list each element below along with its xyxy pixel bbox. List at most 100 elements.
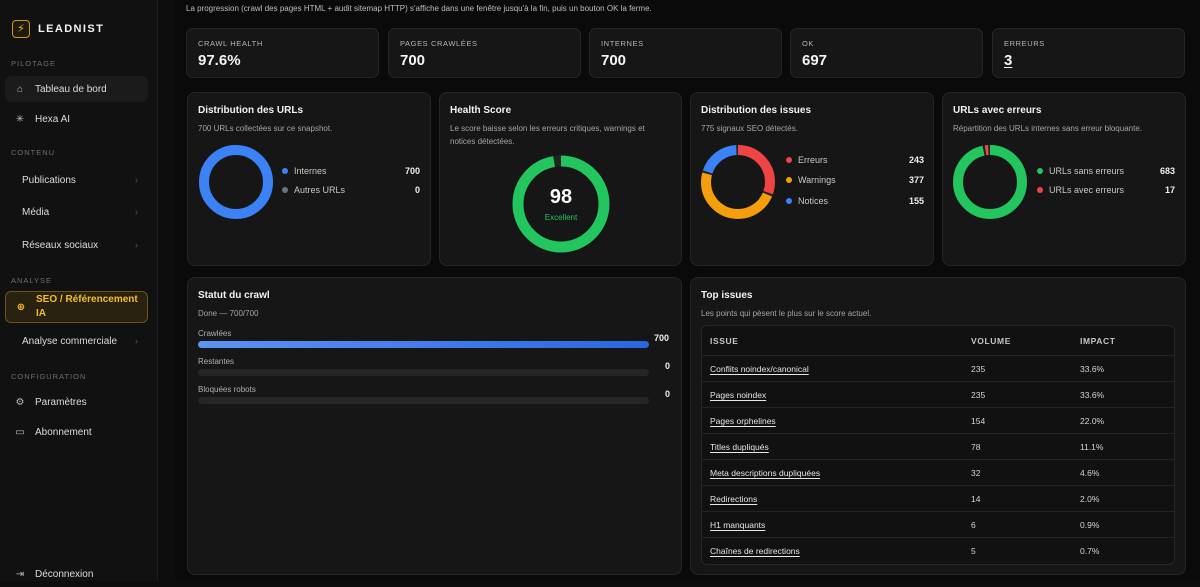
bolt-icon: ⚡ — [12, 20, 30, 38]
sidebar-item-label: Hexa AI — [35, 113, 71, 125]
card-url-distribution: Distribution des URLs 700 URLs collectée… — [187, 92, 431, 266]
legend-dot — [282, 168, 288, 174]
stat-crawl-health: CRAWL HEALTH 97.6% — [186, 28, 379, 78]
volume-cell: 235 — [971, 389, 986, 400]
bar-label-crawlees: Crawlées — [198, 329, 232, 338]
bar-value: 700 — [654, 333, 670, 343]
app-name: LEADNIST — [38, 23, 105, 35]
top-issues-table: ISSUE VOLUME IMPACT Conflits noindex/can… — [701, 325, 1175, 565]
sidebar-item-label: Paramètres — [35, 396, 87, 408]
home-icon: ⌂ — [16, 83, 24, 95]
sidebar-item-hexa-ai[interactable]: ✳ Hexa AI — [5, 106, 148, 132]
legend-notices: Notices — [786, 196, 828, 206]
impact-cell: 0.9% — [1080, 519, 1100, 530]
card-subtitle: 775 signaux SEO détectés. — [701, 124, 798, 133]
sidebar-item-label-2: IA — [36, 308, 46, 319]
table-row: Titles dupliqués 78 11.1% — [702, 434, 1174, 460]
card-title: Top issues — [701, 290, 753, 301]
section-analyse: ANALYSE — [11, 276, 53, 285]
card-title: Distribution des issues — [701, 105, 812, 116]
volume-cell: 235 — [971, 363, 986, 374]
volume-cell: 5 — [971, 546, 976, 556]
issue-link[interactable]: Pages noindex — [710, 389, 767, 400]
legend-label: URLs sans erreurs — [1049, 166, 1125, 176]
progress-restantes — [198, 369, 649, 376]
stat-value: 700 — [601, 52, 627, 69]
sidebar-item-subscription[interactable]: ▭ Abonnement — [5, 419, 148, 445]
impact-cell: 2.0% — [1080, 493, 1100, 504]
sidebar-item-settings[interactable]: ⚙ Paramètres — [5, 389, 148, 415]
sidebar: ⚡ LEADNIST PILOTAGE ⌂ Tableau de bord ✳ He… — [0, 0, 158, 581]
logout-label: Déconnexion — [35, 568, 94, 580]
sidebar-item-label: Tableau de bord — [35, 83, 107, 95]
donut-segment — [199, 145, 273, 219]
sidebar-item-dashboard[interactable]: ⌂ Tableau de bord — [5, 76, 148, 102]
sidebar-item-label: Réseaux sociaux — [22, 239, 99, 251]
stat-errors[interactable]: ERREURS 3 — [992, 28, 1185, 78]
urls-errors-donut — [953, 145, 1027, 219]
issue-link[interactable]: H1 manquants — [710, 519, 766, 530]
volume-cell: 78 — [971, 441, 981, 452]
card-subtitle: Done — 700/700 — [198, 309, 259, 318]
logo[interactable]: ⚡ LEADNIST — [12, 20, 104, 38]
table-row: Pages orphelines 154 22.0% — [702, 408, 1174, 434]
sidebar-item-seo[interactable]: ⊕ SEO / Référencement IA — [5, 291, 148, 323]
legend-dot — [1037, 168, 1043, 174]
sidebar-item-publications[interactable]: Publications › — [5, 167, 148, 193]
card-title: Statut du crawl — [198, 290, 270, 301]
card-title: Distribution des URLs — [198, 105, 304, 116]
issue-link[interactable]: Chaînes de redirections — [710, 546, 800, 556]
sidebar-item-social[interactable]: Réseaux sociaux › — [5, 232, 148, 258]
legend-label: Internes — [294, 166, 327, 176]
impact-cell: 4.6% — [1080, 467, 1100, 478]
sidebar-item-commercial[interactable]: Analyse commerciale › — [5, 328, 148, 354]
stat-internal: INTERNES 700 — [589, 28, 782, 78]
legend-dot — [282, 187, 288, 193]
table-row: Redirections 14 2.0% — [702, 486, 1174, 512]
volume-cell: 154 — [971, 415, 986, 426]
bar-label-restantes: Restantes — [198, 357, 235, 366]
sidebar-item-media[interactable]: Média › — [5, 199, 148, 225]
legend-autres: Autres URLs — [282, 185, 345, 195]
issue-link[interactable]: Titles dupliqués — [710, 441, 769, 452]
stat-value-link[interactable]: 3 — [1004, 52, 1013, 69]
legend-dot — [786, 177, 792, 183]
stat-label: CRAWL HEALTH — [198, 39, 263, 48]
section-configuration: CONFIGURATION — [11, 372, 87, 381]
health-score-value: 98 — [549, 186, 573, 208]
health-gauge — [512, 155, 610, 253]
legend-dot — [1037, 187, 1043, 193]
table-row: Meta descriptions dupliquées 32 4.6% — [702, 460, 1174, 486]
stat-value: 97.6% — [198, 52, 241, 69]
logout-button[interactable]: ⇥ Déconnexion — [5, 561, 148, 587]
chevron-right-icon: › — [135, 240, 138, 250]
donut-segment — [701, 145, 775, 219]
issue-link[interactable]: Meta descriptions dupliquées — [710, 467, 821, 478]
sidebar-item-label: Analyse commerciale — [22, 335, 118, 347]
progress-crawlees — [198, 341, 649, 348]
volume-cell: 32 — [971, 467, 981, 478]
gear-icon: ⚙ — [15, 396, 25, 408]
table-row: Chaînes de redirections 5 0.7% — [702, 538, 1174, 564]
progress-bloquees — [198, 397, 649, 404]
issue-link[interactable]: Redirections — [710, 493, 758, 504]
issue-link[interactable]: Pages orphelines — [710, 415, 776, 426]
impact-cell: 11.1% — [1080, 441, 1104, 452]
card-subtitle: 700 URLs collectées sur ce snapshot. — [198, 124, 333, 133]
sparkle-icon: ✳ — [15, 113, 25, 125]
progress-fill — [198, 341, 649, 348]
stat-value: 697 — [802, 52, 828, 69]
chevron-right-icon: › — [135, 336, 138, 346]
legend-dot — [786, 198, 792, 204]
stat-label: OK — [802, 39, 815, 48]
card-issues-distribution: Distribution des issues 775 signaux SEO … — [690, 92, 934, 266]
stat-label: ERREURS — [1004, 39, 1045, 48]
section-pilotage: PILOTAGE — [11, 59, 56, 68]
issue-link[interactable]: Conflits noindex/canonical — [710, 363, 809, 374]
seo-search-icon: ⊕ — [16, 301, 26, 313]
legend-value: 700 — [404, 166, 420, 176]
col-volume: VOLUME — [971, 335, 1011, 346]
stat-label: PAGES CRAWLÉES — [400, 39, 478, 48]
legend-value: 683 — [1159, 166, 1175, 176]
table-row: Pages noindex 235 33.6% — [702, 382, 1174, 408]
